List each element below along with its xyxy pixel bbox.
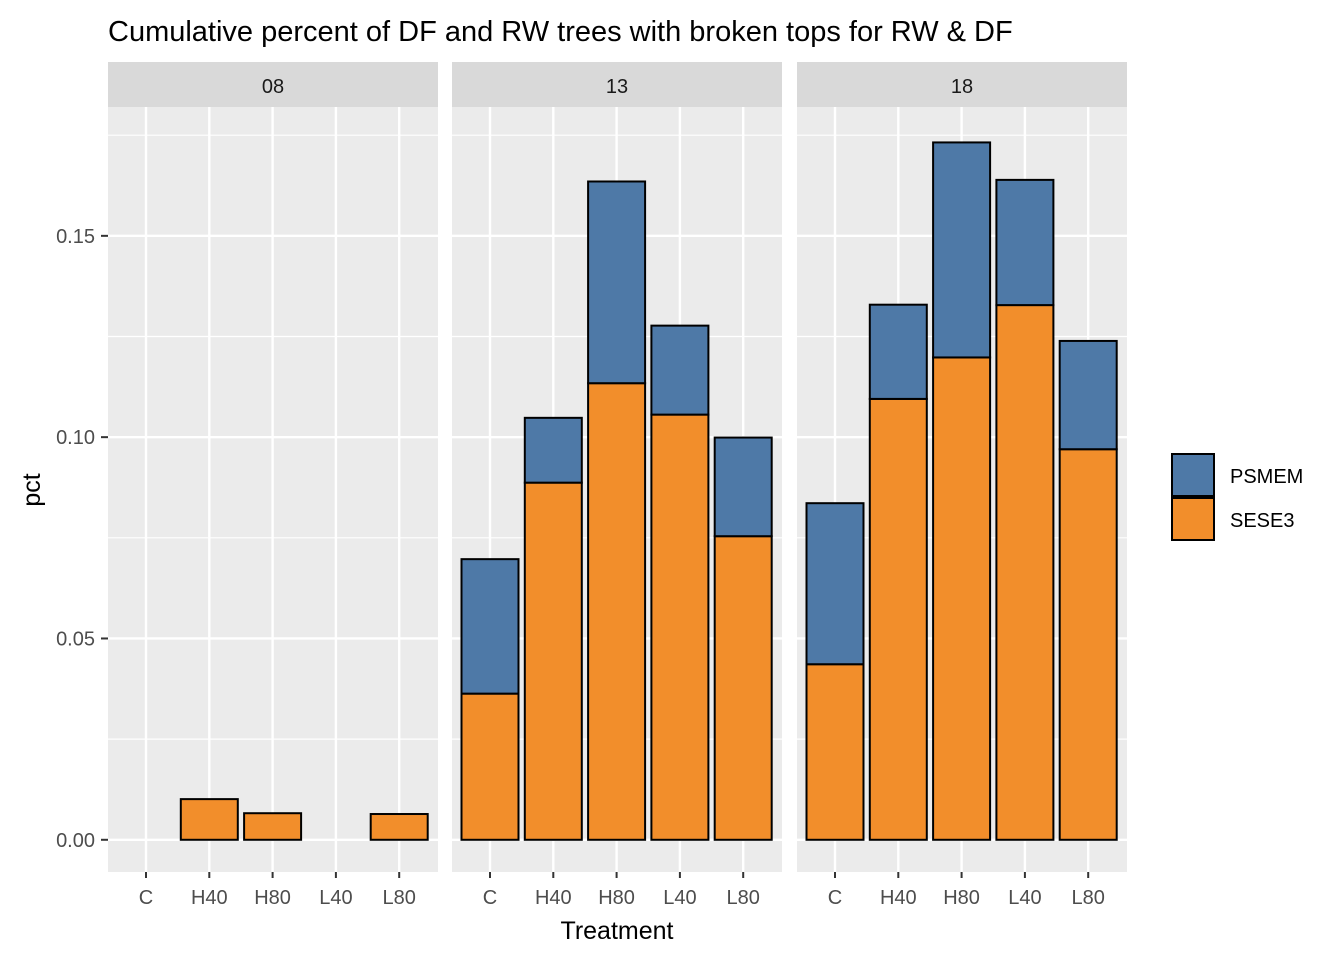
x-tick-label: L80 — [1072, 887, 1105, 909]
x-tick-label: H80 — [943, 887, 980, 909]
facet-panel-13: 13 C H40 H80 L40 L80 — [452, 62, 782, 909]
y-tick-label: 0.00 — [56, 830, 95, 852]
bar-SESE3-08-H80 — [243, 812, 303, 841]
legend: PSMEM SESE3 — [1171, 453, 1303, 541]
bar-SESE3-18-L40 — [995, 304, 1055, 841]
legend-label-SESE3: SESE3 — [1230, 510, 1294, 532]
x-tick-label: H80 — [254, 887, 291, 909]
bar-SESE3-18-H40 — [868, 397, 928, 841]
bar-PSMEM-13-H40 — [523, 416, 583, 484]
facet-panel-08: 08 C H40 H80 L40 L80 — [108, 62, 438, 909]
y-axis-title: pct — [18, 473, 46, 506]
bar-SESE3-18-C — [805, 663, 865, 841]
bar-SESE3-13-L80 — [713, 535, 773, 841]
x-tick-label: C — [139, 887, 153, 909]
legend-key-SESE3 — [1171, 497, 1215, 541]
bar-PSMEM-18-C — [805, 502, 865, 666]
facet-strip — [108, 62, 438, 107]
facet-strip — [452, 62, 782, 107]
bar-PSMEM-18-H40 — [868, 303, 928, 400]
bar-SESE3-13-H80 — [587, 382, 647, 841]
bar-PSMEM-13-H80 — [587, 180, 647, 385]
x-tick-label: L80 — [727, 887, 760, 909]
x-tick-label: H40 — [535, 887, 572, 909]
x-tick-label: H80 — [598, 887, 635, 909]
bar-SESE3-13-H40 — [523, 481, 583, 841]
x-tick-label: C — [828, 887, 842, 909]
bar-SESE3-18-H80 — [932, 356, 992, 841]
facet-panel-18: 18 C H40 H80 L40 L80 — [797, 62, 1127, 909]
x-tick-label: L40 — [1008, 887, 1041, 909]
bar-SESE3-18-L80 — [1058, 448, 1118, 841]
bar-PSMEM-13-L80 — [713, 436, 773, 538]
facet-strip — [797, 62, 1127, 107]
x-tick-label: L40 — [319, 887, 352, 909]
y-tick-label: 0.10 — [56, 427, 95, 449]
bar-SESE3-13-L40 — [650, 413, 710, 841]
x-tick-label: H40 — [191, 887, 228, 909]
y-axis: 0.00 0.05 0.10 0.15 — [56, 226, 108, 852]
facet-label: 13 — [606, 76, 628, 98]
bar-PSMEM-18-H80 — [932, 141, 992, 359]
chart-title: Cumulative percent of DF and RW trees wi… — [108, 16, 1013, 48]
bar-SESE3-13-C — [460, 692, 520, 841]
x-tick-label: L40 — [663, 887, 696, 909]
x-tick-label: L80 — [383, 887, 416, 909]
bar-SESE3-08-L80 — [369, 813, 429, 841]
chart-panels: 08 C H40 H80 L40 L80 13 C H40 H80 L40 L80 18 C H40 H80 L… — [108, 62, 1127, 909]
facet-label: 18 — [951, 76, 973, 98]
x-tick-label: H40 — [880, 887, 917, 909]
facet-label: 08 — [262, 76, 284, 98]
x-axis-title: Treatment — [560, 917, 673, 945]
legend-label-PSMEM: PSMEM — [1230, 466, 1303, 488]
legend-key-PSMEM — [1171, 453, 1215, 497]
bar-PSMEM-18-L40 — [995, 178, 1055, 307]
bar-PSMEM-13-C — [460, 558, 520, 695]
y-tick-label: 0.05 — [56, 628, 95, 650]
bar-SESE3-08-H40 — [179, 798, 239, 841]
y-tick-label: 0.15 — [56, 226, 95, 248]
bar-PSMEM-13-L40 — [650, 324, 710, 416]
x-tick-label: C — [483, 887, 497, 909]
bar-PSMEM-18-L80 — [1058, 339, 1118, 451]
